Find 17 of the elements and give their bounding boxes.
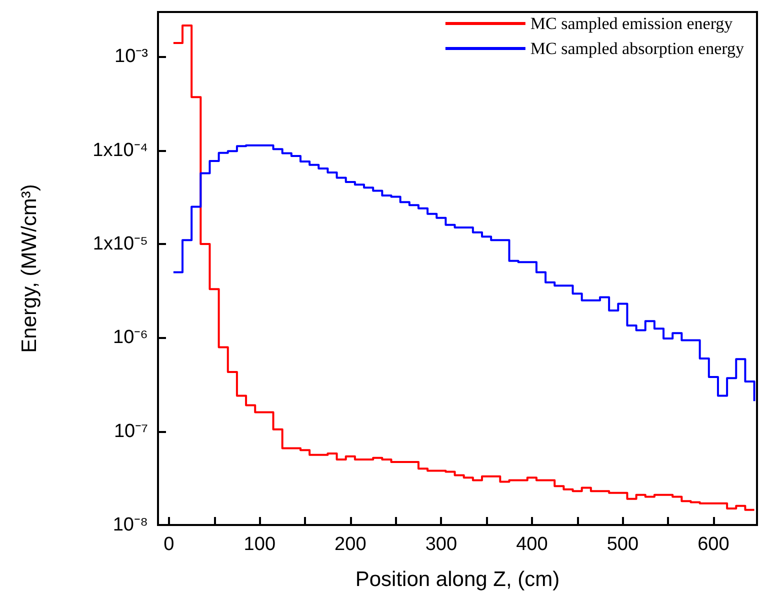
x-tick-label: 600: [698, 534, 730, 555]
legend-label: MC sampled emission energy: [530, 14, 734, 33]
y-axis-title: Energy, (MW/cm³): [18, 184, 41, 353]
x-axis-title: Position along Z, (cm): [355, 568, 560, 591]
y-tick-label: 10⁻⁸: [112, 514, 148, 536]
x-tick-label: 300: [425, 534, 458, 555]
x-tick-label: 200: [334, 534, 366, 555]
y-tick-label: 10⁻³: [114, 46, 148, 68]
y-tick-label: 1x10⁻⁵: [92, 234, 148, 255]
x-tick-label: 100: [244, 534, 276, 555]
y-tick-label: 10⁻⁷: [114, 420, 148, 442]
y-tick-label: 10⁻⁶: [113, 327, 148, 348]
x-tick-label: 0: [164, 534, 174, 555]
x-tick-label: 500: [606, 534, 639, 555]
legend-label: MC sampled absorption energy: [530, 39, 744, 58]
y-tick-label: 1x10⁻⁴: [92, 140, 148, 161]
x-tick-label: 400: [516, 534, 548, 555]
